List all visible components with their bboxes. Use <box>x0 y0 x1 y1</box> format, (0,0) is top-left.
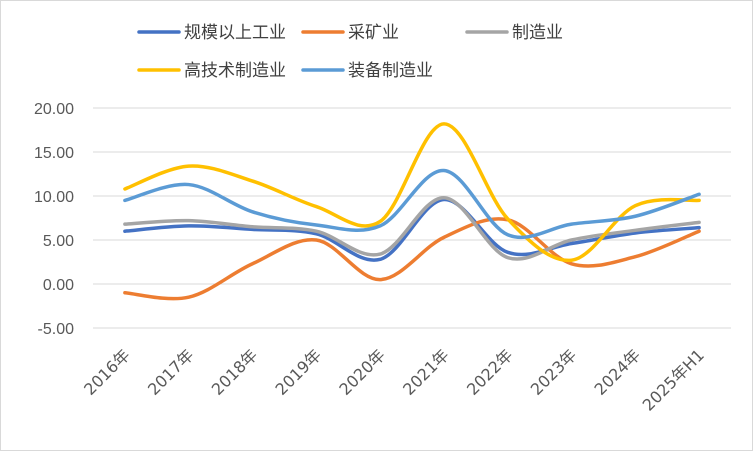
series-lines <box>123 122 701 301</box>
x-tick-label: 2017年 <box>144 345 198 399</box>
x-tick-label: 2025年H1 <box>639 345 708 414</box>
legend-item: 装备制造业 <box>301 61 433 81</box>
y-axis-ticks: -5.00 0.00 5.00 10.00 15.00 20.00 <box>34 101 74 338</box>
x-tick-label: 2019年 <box>272 345 326 399</box>
legend-label: 规模以上工业 <box>184 23 286 43</box>
series-line-5 <box>123 168 701 240</box>
series-line-1 <box>123 197 701 262</box>
x-tick-label: 2024年 <box>591 345 645 399</box>
legend-label: 装备制造业 <box>348 61 433 81</box>
y-tick-label: 15.00 <box>34 145 74 162</box>
x-tick-label: 2018年 <box>208 345 262 399</box>
x-tick-label: 2020年 <box>335 345 389 399</box>
x-axis-ticks: 2016年 2017年 2018年 2019年 2020年 2021年 2022年 2023年… <box>80 345 708 414</box>
legend-label: 高技术制造业 <box>184 61 286 81</box>
series-line-3 <box>123 196 701 261</box>
legend-item: 高技术制造业 <box>137 61 286 81</box>
gridlines <box>93 107 731 329</box>
legend-label: 制造业 <box>512 23 563 43</box>
legend-item: 制造业 <box>465 23 563 43</box>
x-tick-label: 2022年 <box>463 345 517 399</box>
series-line-2 <box>123 217 701 301</box>
y-tick-label: 10.00 <box>34 189 74 206</box>
y-tick-label: -5.00 <box>38 321 75 338</box>
series-line-4 <box>123 122 701 262</box>
legend-label: 采矿业 <box>348 23 399 43</box>
legend-item: 规模以上工业 <box>137 23 286 43</box>
y-tick-label: 5.00 <box>43 233 74 250</box>
x-tick-label: 2021年 <box>399 345 453 399</box>
x-tick-label: 2016年 <box>80 345 134 399</box>
legend-item: 采矿业 <box>301 23 399 43</box>
y-tick-label: 20.00 <box>34 101 74 118</box>
x-tick-label: 2023年 <box>527 345 581 399</box>
y-tick-label: 0.00 <box>43 277 74 294</box>
